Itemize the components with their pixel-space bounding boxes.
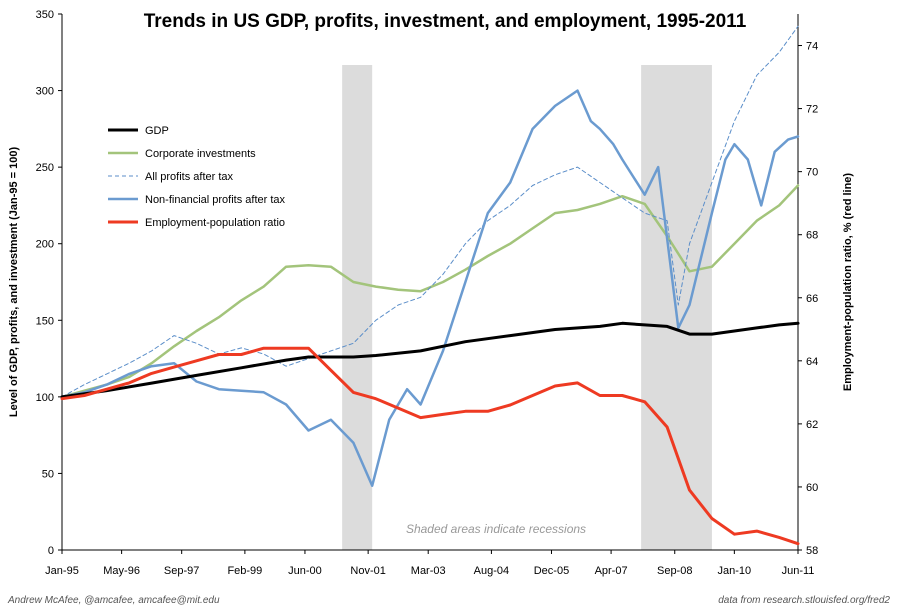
x-tick-label: Feb-99 <box>227 565 262 577</box>
y2-tick-label: 70 <box>806 167 818 179</box>
y-tick-label: 100 <box>36 392 54 404</box>
y2-tick-label: 66 <box>806 293 818 305</box>
legend-label-3: All profits after tax <box>145 171 234 183</box>
y2-axis-label: Employment-population ratio, % (red line… <box>842 173 854 392</box>
y-axis-label: Level of GDP, profits, and investment (J… <box>8 147 20 418</box>
x-tick-label: Mar-03 <box>411 565 446 577</box>
y2-tick-label: 58 <box>806 545 818 557</box>
recession-note: Shaded areas indicate recessions <box>406 522 586 536</box>
x-tick-label: Sep-97 <box>164 565 199 577</box>
x-tick-label: Apr-07 <box>595 565 628 577</box>
y2-tick-label: 62 <box>806 419 818 431</box>
x-tick-label: Sep-08 <box>657 565 692 577</box>
axes: 0 50 100 150 200 250 300 350 58 60 62 64 66 68 70 72 74 J… <box>36 9 819 577</box>
series-line-5 <box>60 346 800 546</box>
y-tick-label: 300 <box>36 86 54 98</box>
footer-source: data from research.stlouisfed.org/fred2 <box>718 595 890 606</box>
series-line-1 <box>60 321 800 399</box>
chart-title: Trends in US GDP, profits, investment, a… <box>144 11 747 32</box>
legend: GDP Corporate investments All profits afte… <box>108 125 286 229</box>
legend-label-1: GDP <box>145 125 169 137</box>
y-tick-label: 50 <box>42 468 54 480</box>
y-tick-label: 0 <box>48 545 54 557</box>
recession-band-1 <box>342 65 373 550</box>
x-tick-label: Nov-01 <box>350 565 385 577</box>
x-tick-label: Jan-10 <box>718 565 752 577</box>
y2-tick-label: 72 <box>806 104 818 116</box>
y2-tick-label: 64 <box>806 356 818 368</box>
y2-tick-label: 60 <box>806 482 818 494</box>
footer-credit: Andrew McAfee, @amcafee, amcafee@mit.edu <box>7 595 220 606</box>
y-tick-label: 150 <box>36 315 54 327</box>
x-tick-label: Dec-05 <box>534 565 569 577</box>
x-tick-label: Jun-11 <box>782 565 815 577</box>
recession-shading <box>342 65 712 550</box>
series-line-2 <box>60 184 800 399</box>
x-tick-label: May-96 <box>103 565 140 577</box>
x-tick-label: Jan-95 <box>45 565 79 577</box>
series-lines <box>60 25 800 546</box>
y2-tick-label: 68 <box>806 230 818 242</box>
y2-tick-label: 74 <box>806 41 818 53</box>
legend-label-4: Non-financial profits after tax <box>145 194 286 206</box>
legend-label-2: Corporate investments <box>145 148 256 160</box>
x-tick-label: Aug-04 <box>474 565 509 577</box>
y-tick-label: 200 <box>36 239 54 251</box>
y-tick-label: 350 <box>36 9 54 21</box>
series-line-3 <box>61 25 799 398</box>
legend-label-5: Employment-population ratio <box>145 217 285 229</box>
series-line-4 <box>60 89 800 487</box>
y-tick-label: 250 <box>36 162 54 174</box>
x-tick-label: Jun-00 <box>288 565 322 577</box>
